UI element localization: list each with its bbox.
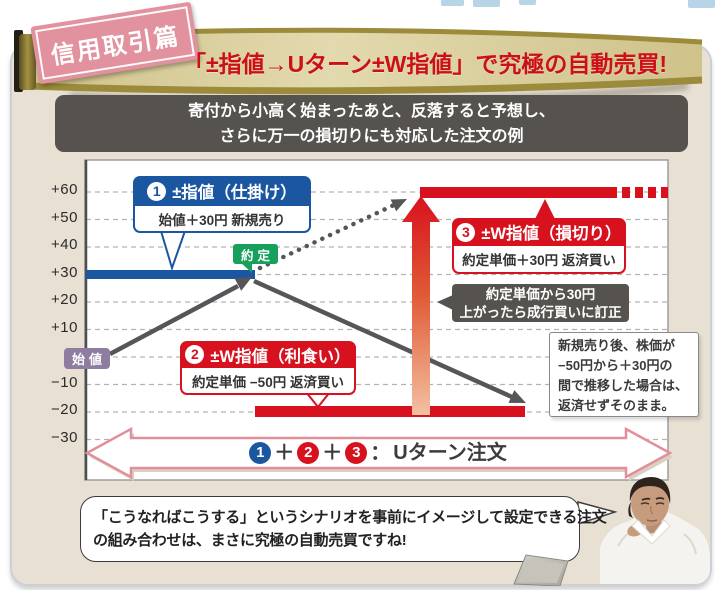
entry-bar (86, 270, 255, 279)
hold-note-line2: −50円から＋30円の (558, 358, 673, 373)
intro-line1: 寄付から小高く始まったあと、反落すると予想し、 (188, 103, 555, 120)
uturn-arrow (84, 426, 673, 481)
y-tick: +50 (51, 209, 78, 226)
order2-number: 2 (185, 345, 205, 364)
uturn-number-3: 3 (345, 442, 368, 464)
y-tick: +40 (51, 236, 78, 253)
correction-box: 約定単価から30円 上がったら成行買いに訂正 (452, 284, 629, 322)
y-tick: −30 (51, 429, 78, 446)
entry-callout-body: 始値＋30円 新規売り (133, 206, 311, 233)
page-edge-fragment (688, 0, 715, 8)
uturn-dotted-line (257, 199, 407, 271)
loss-cut-callout-tail (534, 199, 556, 221)
order1-number: 1 (147, 181, 167, 201)
y-tick: −10 (51, 374, 78, 391)
execution-badge: 約定 (233, 244, 278, 264)
y-tick: −20 (51, 401, 78, 418)
page-edge-fragment (473, 0, 500, 7)
hold-note-line1: 新規売り後、株価が (558, 338, 676, 353)
speech-bubble: 「こうなればこうする」というシナリオを事前にイメージして設定できる注文 の組み合… (80, 496, 607, 562)
page-edge-fragment (441, 0, 464, 6)
take-profit-bar (255, 406, 525, 417)
speech-line2: の組み合わせは、まさに究極の自動売買ですね! (93, 532, 407, 549)
plus-sign: ＋ (322, 442, 343, 464)
correction-box-tail (437, 295, 453, 310)
order1-title: ±指値（仕掛け） (172, 184, 297, 202)
y-tick: +20 (51, 291, 78, 308)
hold-note-line4: 返済せずそのまま。 (558, 398, 675, 413)
plus-sign: ＋ (274, 442, 295, 464)
correction-line1: 約定単価から30円 (485, 287, 596, 302)
order2-title: ±W指値（利食い） (210, 347, 351, 366)
y-tick: +60 (51, 181, 78, 198)
uturn-order-label: 1 ＋ 2 ＋ 3 ： Uターン注文 (130, 440, 626, 466)
uturn-text: Uターン注文 (393, 442, 507, 464)
price-path-line (108, 277, 526, 403)
take-profit-callout-header: 2 ±W指値（利食い） (180, 341, 356, 368)
order3-title: ±W指値（損切り） (481, 225, 622, 243)
loss-cut-callout-body: 約定単価＋30円 返済買い (452, 246, 626, 274)
advisor-photo (598, 476, 710, 584)
loss-cut-bar (420, 187, 617, 198)
order3-number: 3 (456, 222, 476, 242)
fill-badge-tail (240, 262, 252, 273)
y-tick: +10 (51, 319, 78, 336)
intro-line2: さらに万一の損切りにも対応した注文の例 (219, 128, 524, 145)
entry-callout-header: 1 ±指値（仕掛け） (133, 176, 311, 206)
hold-note: 新規売り後、株価が −50円から＋30円の 間で推移した場合は、 返済せずそのま… (549, 332, 699, 417)
uturn-number-2: 2 (297, 442, 320, 464)
uturn-number-1: 1 (249, 442, 272, 464)
loss-cut-callout-header: 3 ±W指値（損切り） (452, 218, 626, 246)
opening-price-badge: 始値 (64, 348, 110, 369)
page-edge-fragment (519, 0, 536, 5)
y-tick: +30 (51, 264, 78, 281)
market-buy-arrow (402, 196, 440, 415)
take-profit-callout-body: 約定単価 −50円 返済買い (180, 368, 356, 395)
correction-line2: 上がったら成行買いに訂正 (459, 305, 622, 320)
uturn-separator: ： (370, 442, 391, 464)
hold-note-line3: 間で推移した場合は、 (558, 378, 689, 393)
intro-box: 寄付から小高く始まったあと、反落すると予想し、 さらに万一の損切りにも対応した注… (55, 95, 688, 152)
speech-line1: 「こうなればこうする」というシナリオを事前にイメージして設定できる注文 (93, 509, 607, 526)
ribbon-roll (19, 34, 36, 90)
laptop-image (513, 554, 569, 586)
page-title: 「±指値→Uターン±W指値」で究極の自動売買! (182, 51, 668, 77)
